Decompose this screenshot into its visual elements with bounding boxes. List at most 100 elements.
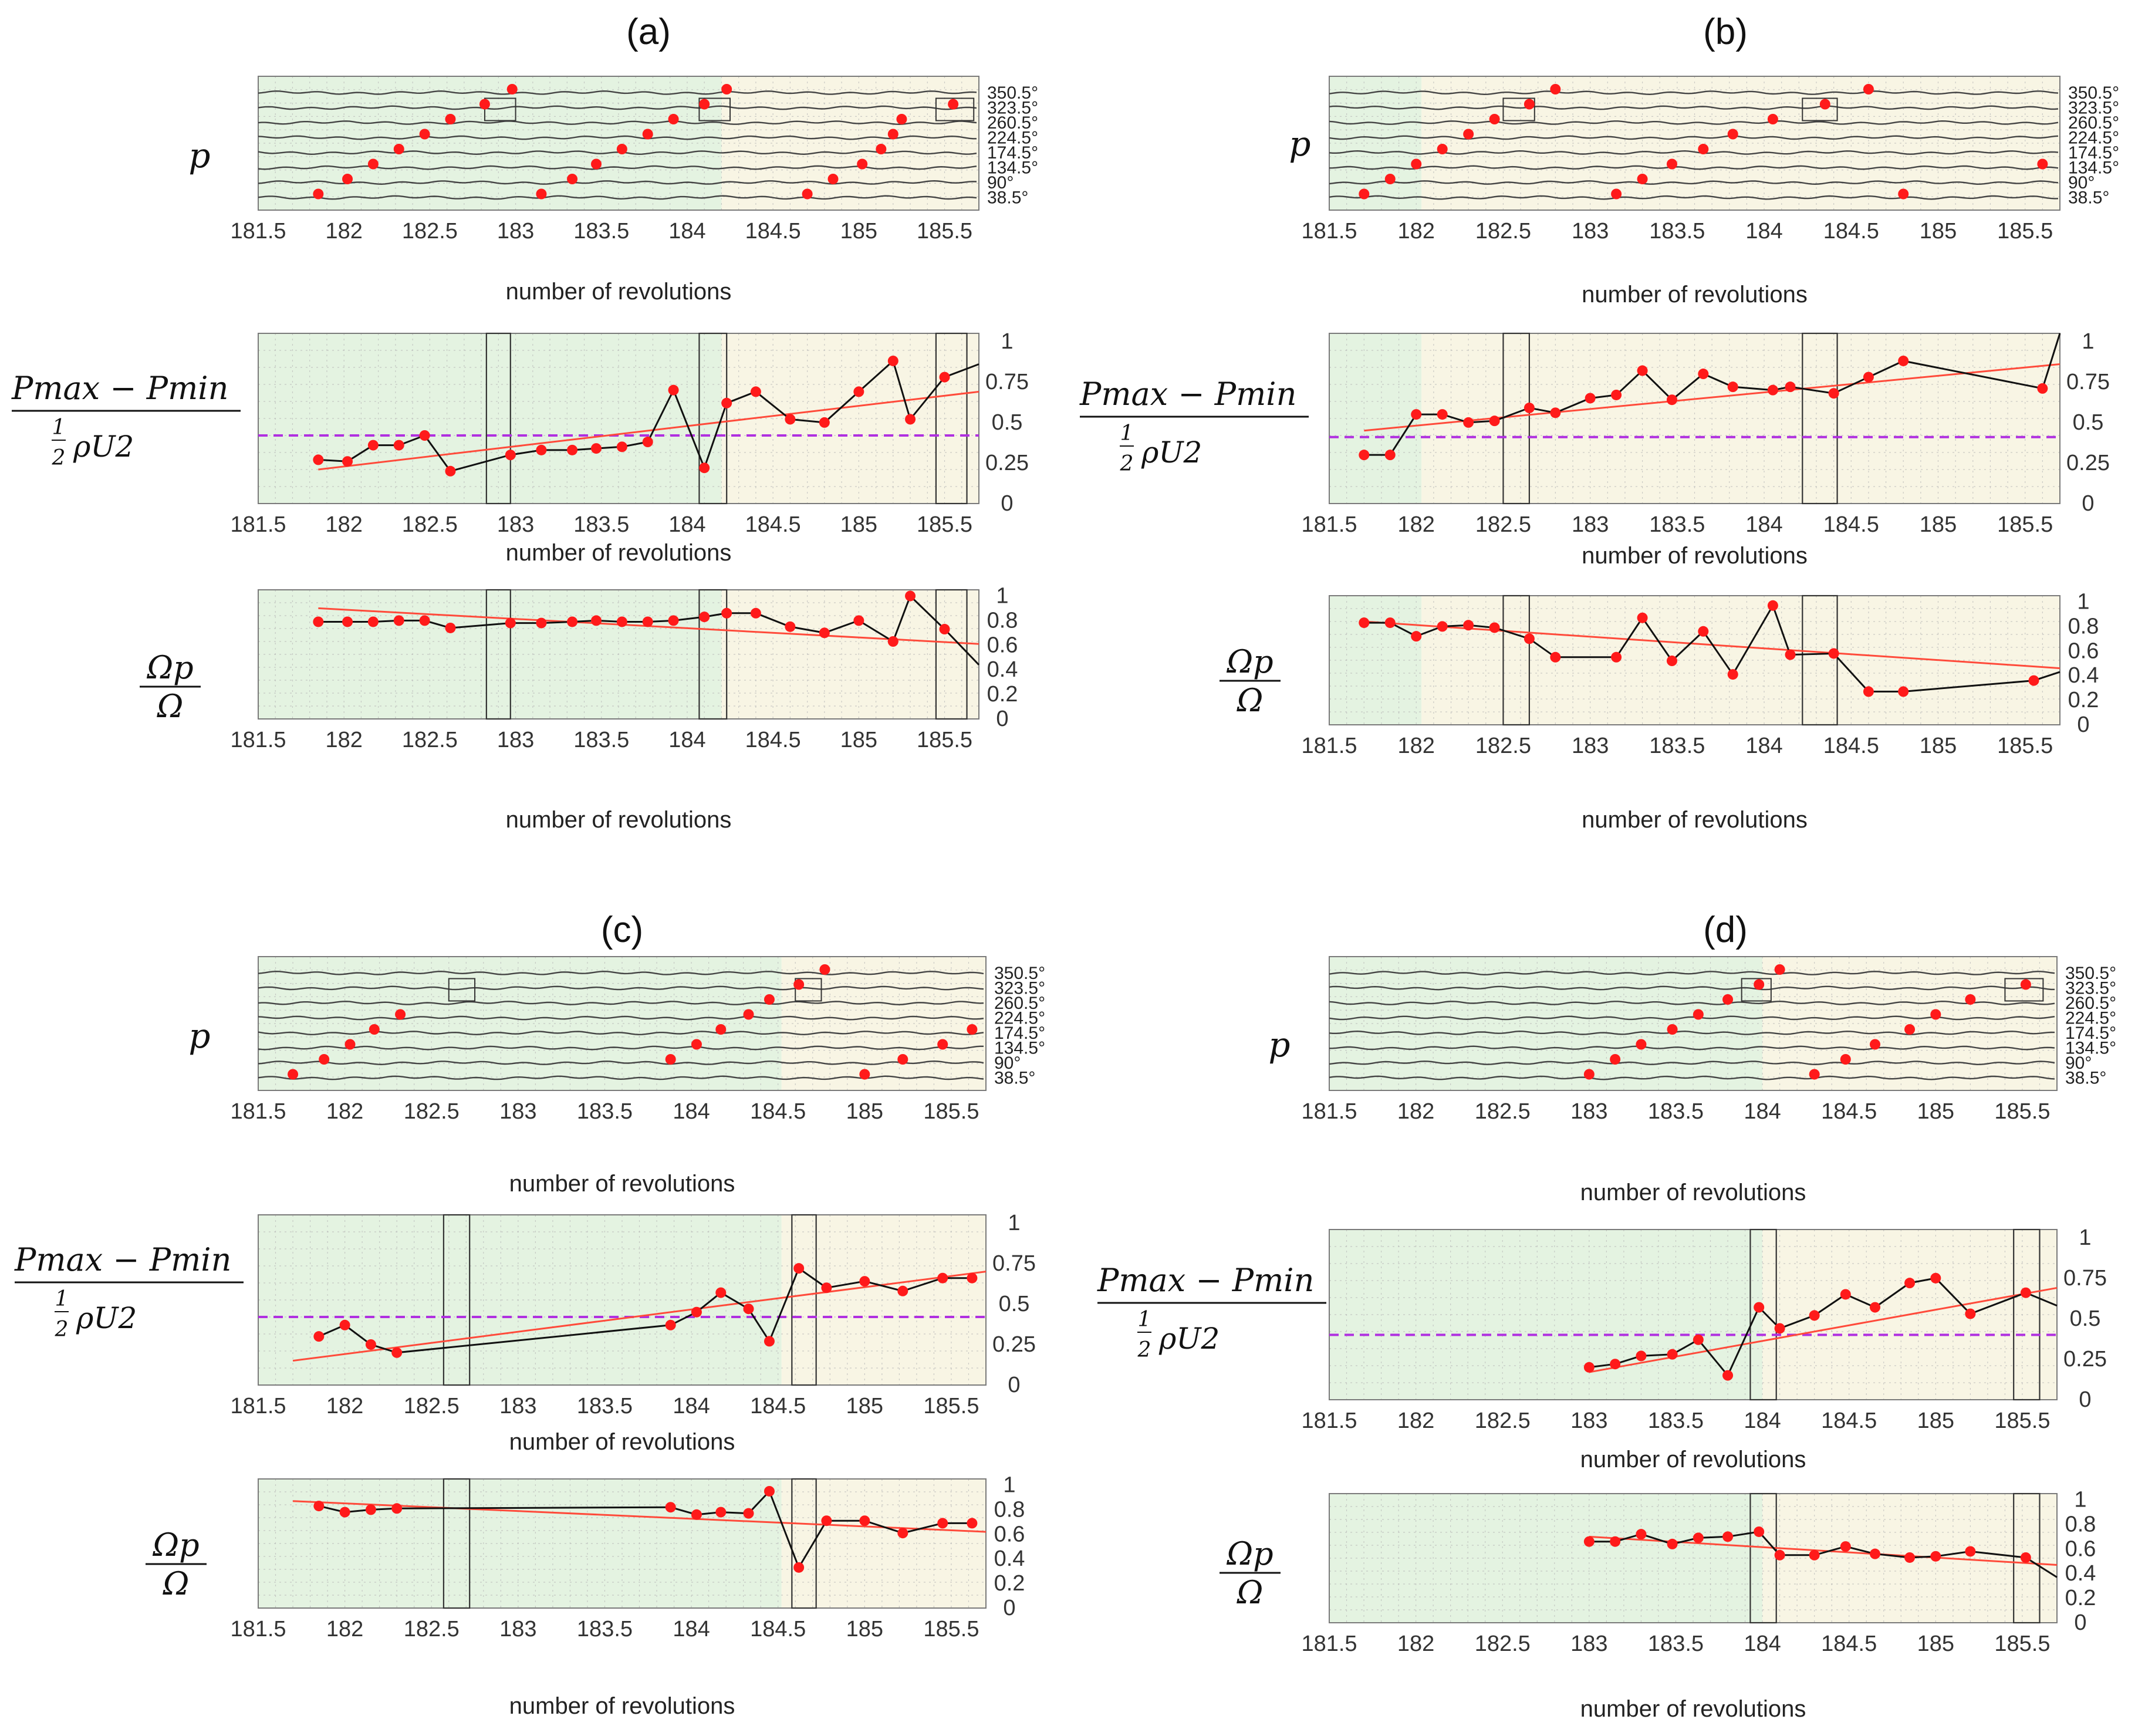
omega-point	[764, 1485, 775, 1497]
probe-trace	[1329, 1060, 2055, 1066]
pressure-subplot: 181.5 182 182.5 183 183.5 184 184.5 185 185.5 350…	[230, 956, 1045, 1124]
omega-point	[1463, 620, 1474, 631]
omega-point	[939, 624, 950, 635]
probe-trace	[258, 165, 977, 170]
amplitude-point	[887, 355, 898, 366]
y-tick-label: 0	[2077, 712, 2089, 737]
panel-title: (d)	[1703, 910, 1748, 950]
omega-point	[2028, 675, 2039, 686]
omega-label-numerator: Ωp	[1226, 643, 1273, 680]
x-tick-label: 183.5	[1648, 1409, 1704, 1433]
y-tick-label: 0.75	[985, 370, 1029, 394]
pressure-peak-point	[721, 84, 732, 94]
omega-point	[1774, 1549, 1785, 1561]
pressure-peak-point	[1754, 979, 1765, 990]
omega-point	[2020, 1552, 2031, 1563]
pressure-peak-point	[1774, 964, 1785, 975]
omega-point	[1767, 600, 1778, 611]
x-axis-label: number of revolutions	[1580, 1180, 1806, 1205]
x-tick-label: 184	[1745, 219, 1782, 244]
x-axis-label: number of revolutions	[506, 807, 732, 833]
pressure-peak-point	[859, 1069, 870, 1080]
pressure-peak-point	[764, 994, 775, 1005]
omega-point	[1727, 669, 1738, 680]
amplitude-point	[2037, 383, 2048, 394]
pressure-peak-point	[937, 1039, 948, 1050]
y-axis-label-amplitude: Pmax − Pmin 1 2 ρU2	[14, 1241, 244, 1342]
y-tick-label: 0.4	[994, 1546, 1025, 1571]
pressure-peak-point	[967, 1024, 978, 1035]
x-tick-label: 183	[1572, 219, 1609, 244]
amplitude-point	[505, 450, 516, 461]
probe-trace	[258, 135, 977, 140]
omega-point	[1437, 621, 1448, 632]
pressure-peak-point	[1384, 174, 1396, 184]
amplitude-point	[1359, 450, 1370, 461]
probe-angle-label: 350.5°	[2065, 964, 2116, 983]
pressure-peak-point	[691, 1039, 702, 1050]
amplitude-point	[785, 414, 796, 425]
green-region	[1329, 596, 1422, 725]
highlight-box	[1502, 97, 1535, 121]
x-tick-label: 185	[1920, 734, 1957, 758]
x-tick-label: 185.5	[1994, 1632, 2050, 1656]
pressure-peak-point	[1870, 1039, 1880, 1050]
y-tick-label: 0.75	[992, 1251, 1036, 1276]
y-axis-label-omega: ΩpΩ	[146, 1526, 207, 1602]
probe-trace	[258, 1015, 984, 1021]
x-axis-label: number of revolutions	[1582, 543, 1808, 569]
y-tick-label: 0.4	[987, 657, 1018, 682]
omega-label-numerator: Ωp	[152, 1526, 199, 1563]
pressure-peak-point	[1965, 994, 1976, 1005]
pressure-peak-point	[342, 174, 353, 184]
probe-trace	[1329, 1030, 2055, 1035]
amplitude-point	[1870, 1302, 1880, 1313]
x-tick-label: 181.5	[230, 1394, 286, 1418]
probe-angle-label: 174.5°	[2065, 1024, 2116, 1043]
x-tick-label: 183	[497, 512, 534, 537]
trend-line	[318, 390, 979, 471]
amplitude-point	[1636, 1350, 1647, 1362]
x-tick-label: 184.5	[745, 512, 801, 537]
x-tick-label: 182.5	[402, 512, 458, 537]
amplitude-point	[750, 386, 761, 397]
amplitude-point	[567, 444, 578, 455]
highlight-box	[1741, 978, 1772, 1002]
y-tick-label: 0.25	[2063, 1347, 2107, 1372]
pressure-peak-point	[1610, 1054, 1621, 1065]
pressure-peak-point	[857, 158, 868, 170]
amplitude-point	[1610, 1359, 1621, 1370]
amplitude-point	[699, 462, 710, 474]
omega-label-numerator: Ωp	[1226, 1535, 1273, 1572]
x-tick-label: 182	[1398, 219, 1435, 244]
green-region	[1329, 333, 1422, 504]
panel-title: (b)	[1703, 12, 1748, 52]
y-tick-label: 0.8	[2065, 1512, 2096, 1536]
highlight-box	[1802, 595, 1838, 726]
pressure-peak-point	[1489, 114, 1500, 124]
y-tick-label: 0.4	[2068, 663, 2099, 688]
probe-angle-label: 90°	[2065, 1053, 2092, 1073]
x-tick-label: 182	[1397, 1409, 1434, 1433]
x-tick-label: 182	[325, 728, 362, 752]
probe-angle-label: 38.5°	[987, 188, 1028, 208]
amplitude-point	[339, 1319, 350, 1330]
pressure-peak-point	[506, 84, 518, 94]
highlight-box	[1502, 595, 1530, 726]
pressure-peak-point	[1667, 1024, 1678, 1035]
x-tick-label: 183	[1570, 1409, 1607, 1433]
probe-trace	[1329, 150, 2059, 155]
omega-point	[750, 607, 761, 619]
plot-frame	[1329, 333, 2060, 504]
omega-subplot: 181.5 182 182.5 183 183.5 184 184.5 185 185.500.…	[230, 583, 1018, 752]
amplitude-point	[445, 465, 456, 477]
plot-frame	[258, 1214, 987, 1386]
omega-point	[1550, 651, 1561, 663]
y-axis-label-omega: ΩpΩ	[140, 649, 201, 725]
pressure-peak-point	[1411, 158, 1422, 170]
amplitude-point	[419, 430, 430, 441]
pressure-peak-point	[1727, 129, 1738, 140]
y-tick-label: 1	[2082, 329, 2094, 354]
x-tick-label: 182	[326, 1099, 363, 1124]
amplitude-point	[1489, 416, 1500, 427]
